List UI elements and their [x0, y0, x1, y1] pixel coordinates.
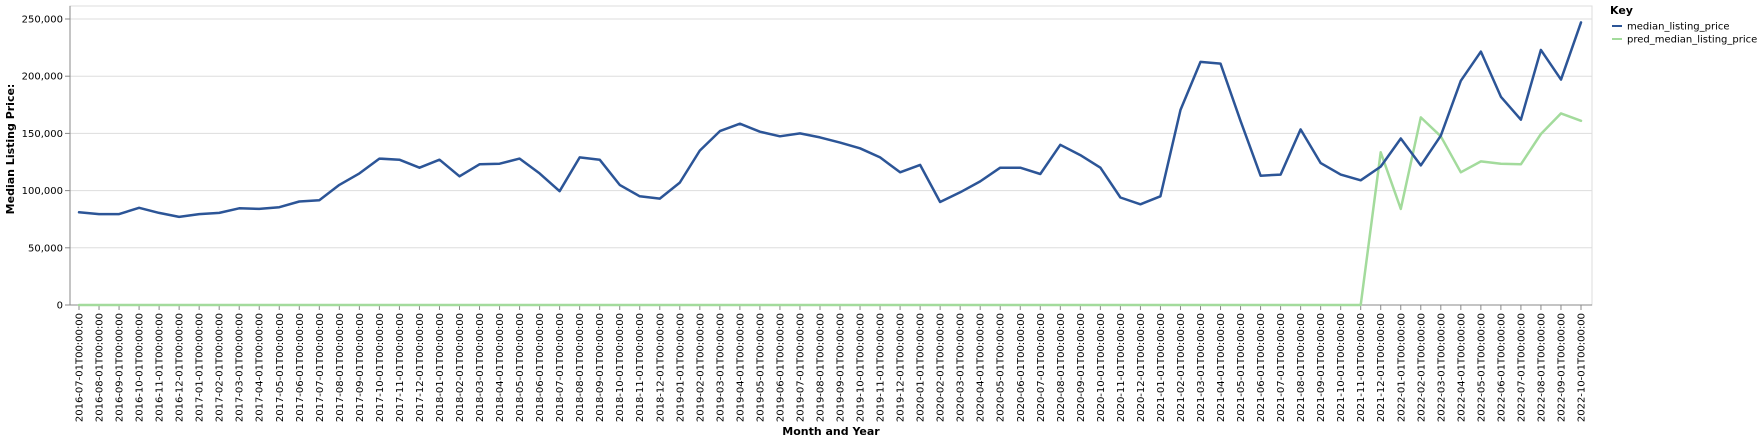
x-tick-label: 2016-12-01T00:00:00	[175, 313, 186, 422]
x-tick-label: 2016-08-01T00:00:00	[95, 313, 106, 422]
x-tick-label: 2017-09-01T00:00:00	[355, 313, 366, 422]
x-tick-label: 2019-12-01T00:00:00	[896, 313, 907, 422]
x-tick-label: 2016-07-01T00:00:00	[75, 313, 86, 422]
series-line-median_listing_price	[77, 21, 1583, 219]
x-tick-label: 2021-09-01T00:00:00	[1316, 313, 1327, 422]
x-tick-label: 2019-05-01T00:00:00	[755, 313, 766, 422]
x-tick-label: 2019-07-01T00:00:00	[795, 313, 806, 422]
x-tick-label: 2017-06-01T00:00:00	[295, 313, 306, 422]
x-tick-label: 2017-02-01T00:00:00	[215, 313, 226, 422]
y-tick-label: 200,000	[22, 72, 63, 83]
x-tick-label: 2018-06-01T00:00:00	[535, 313, 546, 422]
y-axis-title: Median Listing Price:	[4, 84, 17, 215]
gridlines	[69, 5, 1593, 306]
x-tick-label: 2018-11-01T00:00:00	[635, 313, 646, 422]
x-tick-label: 2021-02-01T00:00:00	[1176, 313, 1187, 422]
x-tick-label: 2020-07-01T00:00:00	[1036, 313, 1047, 422]
x-tick-label: 2018-04-01T00:00:00	[495, 313, 506, 422]
x-tick-label: 2020-02-01T00:00:00	[936, 313, 947, 422]
x-tick-label: 2022-06-01T00:00:00	[1496, 313, 1507, 422]
x-tick-label: 2017-10-01T00:00:00	[375, 313, 386, 422]
x-tick-label: 2018-03-01T00:00:00	[475, 313, 486, 422]
x-tick-label: 2017-04-01T00:00:00	[255, 313, 266, 422]
x-tick-label: 2019-02-01T00:00:00	[695, 313, 706, 422]
x-tick-label: 2016-11-01T00:00:00	[155, 313, 166, 422]
x-tick-label: 2021-03-01T00:00:00	[1196, 313, 1207, 422]
x-tick-label: 2017-08-01T00:00:00	[335, 313, 346, 422]
x-tick-label: 2018-12-01T00:00:00	[655, 313, 666, 422]
x-tick-label: 2018-02-01T00:00:00	[455, 313, 466, 422]
x-tick-label: 2019-09-01T00:00:00	[836, 313, 847, 422]
x-tick-label: 2022-08-01T00:00:00	[1536, 313, 1547, 422]
x-tick-label: 2018-08-01T00:00:00	[575, 313, 586, 422]
y-tick-label: 250,000	[22, 15, 63, 26]
legend-label: median_listing_price	[1627, 22, 1730, 33]
x-axis-title: Month and Year	[782, 425, 880, 438]
x-tick-label: 2020-09-01T00:00:00	[1076, 313, 1087, 422]
y-axis: 0 50,000 100,000 150,000 200,000 250,000	[22, 6, 71, 312]
x-tick-label: 2018-09-01T00:00:00	[595, 313, 606, 422]
x-tick-label: 2020-11-01T00:00:00	[1116, 313, 1127, 422]
series-line-pred_median_listing_price	[77, 112, 1583, 307]
y-tick-label: 150,000	[22, 129, 63, 140]
x-tick-label: 2021-07-01T00:00:00	[1276, 313, 1287, 422]
x-tick-label: 2022-03-01T00:00:00	[1436, 313, 1447, 422]
x-tick-label: 2020-12-01T00:00:00	[1136, 313, 1147, 422]
x-tick-label: 2019-04-01T00:00:00	[735, 313, 746, 422]
x-tick-label: 2017-03-01T00:00:00	[235, 313, 246, 422]
x-tick-label: 2019-06-01T00:00:00	[775, 313, 786, 422]
x-tick-label: 2017-07-01T00:00:00	[315, 313, 326, 422]
x-tick-label: 2018-07-01T00:00:00	[555, 313, 566, 422]
x-tick-label: 2017-11-01T00:00:00	[395, 313, 406, 422]
x-axis: 2016-07-01T00:00:00 2016-08-01T00:00:00 20…	[70, 304, 1592, 422]
x-tick-label: 2022-04-01T00:00:00	[1456, 313, 1467, 422]
x-tick-label: 2020-06-01T00:00:00	[1016, 313, 1027, 422]
x-tick-label: 2020-01-01T00:00:00	[916, 313, 927, 422]
x-tick-label: 2017-05-01T00:00:00	[275, 313, 286, 422]
y-tick-label: 0	[57, 301, 63, 312]
x-tick-label: 2020-03-01T00:00:00	[956, 313, 967, 422]
x-tick-label: 2022-05-01T00:00:00	[1476, 313, 1487, 422]
x-tick-label: 2019-03-01T00:00:00	[715, 313, 726, 422]
x-tick-label: 2018-10-01T00:00:00	[615, 313, 626, 422]
x-tick-label: 2022-02-01T00:00:00	[1416, 313, 1427, 422]
x-tick-label: 2021-05-01T00:00:00	[1236, 313, 1247, 422]
x-tick-label: 2019-01-01T00:00:00	[675, 313, 686, 422]
x-tick-label: 2017-12-01T00:00:00	[415, 313, 426, 422]
x-tick-label: 2019-11-01T00:00:00	[876, 313, 887, 422]
x-tick-label: 2021-01-01T00:00:00	[1156, 313, 1167, 422]
x-tick-label: 2021-04-01T00:00:00	[1216, 313, 1227, 422]
y-tick-label: 50,000	[28, 243, 63, 254]
x-tick-label: 2016-10-01T00:00:00	[135, 313, 146, 422]
plot-frame	[69, 5, 1593, 306]
legend-label: pred_median_listing_price	[1627, 35, 1757, 46]
x-tick-label: 2021-08-01T00:00:00	[1296, 313, 1307, 422]
x-tick-label: 2019-10-01T00:00:00	[856, 313, 867, 422]
x-tick-label: 2022-01-01T00:00:00	[1396, 313, 1407, 422]
x-tick-label: 2016-09-01T00:00:00	[115, 313, 126, 422]
series-lines	[77, 21, 1583, 307]
x-tick-label: 2020-10-01T00:00:00	[1096, 313, 1107, 422]
y-tick-label: 100,000	[22, 186, 63, 197]
x-tick-label: 2018-01-01T00:00:00	[435, 313, 446, 422]
x-tick-label: 2020-04-01T00:00:00	[976, 313, 987, 422]
x-tick-label: 2021-06-01T00:00:00	[1256, 313, 1267, 422]
x-tick-label: 2021-12-01T00:00:00	[1376, 313, 1387, 422]
x-tick-label: 2018-05-01T00:00:00	[515, 313, 526, 422]
x-tick-label: 2022-10-01T00:00:00	[1577, 313, 1588, 422]
x-tick-label: 2021-11-01T00:00:00	[1356, 313, 1367, 422]
x-tick-label: 2022-09-01T00:00:00	[1556, 313, 1567, 422]
x-tick-label: 2017-01-01T00:00:00	[195, 313, 206, 422]
x-tick-label: 2021-10-01T00:00:00	[1336, 313, 1347, 422]
x-tick-label: 2019-08-01T00:00:00	[815, 313, 826, 422]
legend: Key median_listing_price pred_median_list…	[1610, 4, 1757, 46]
x-tick-label: 2020-05-01T00:00:00	[996, 313, 1007, 422]
x-tick-label: 2022-07-01T00:00:00	[1516, 313, 1527, 422]
x-tick-label: 2020-08-01T00:00:00	[1056, 313, 1067, 422]
legend-title: Key	[1610, 4, 1633, 17]
